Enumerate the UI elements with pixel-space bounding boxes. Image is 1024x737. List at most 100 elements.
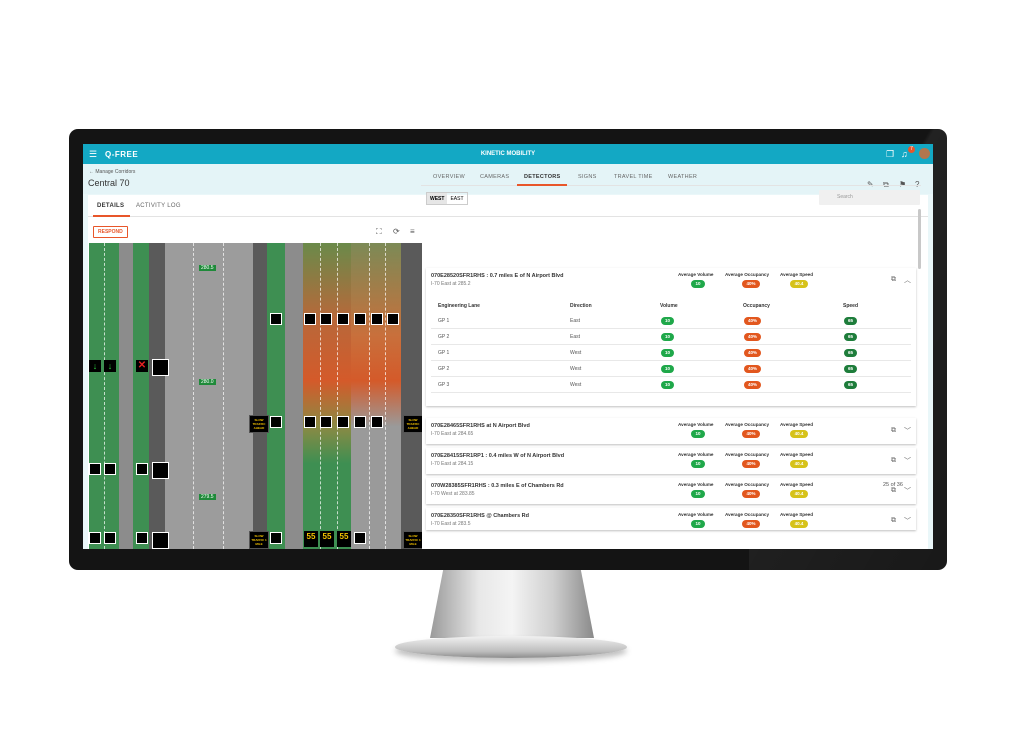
message-sign[interactable]: SLOW TRAFFIC AHEAD (249, 415, 269, 433)
open-external-icon[interactable]: ⧉ (891, 457, 896, 464)
message-sign[interactable]: SLOW TRAFFIC 1 MILE (249, 531, 269, 549)
tab-signs[interactable]: SIGNS (578, 174, 597, 180)
detector-marker[interactable] (320, 416, 332, 428)
detector-marker[interactable] (136, 532, 148, 544)
detector-location: I-70 East at 283.5 (431, 521, 471, 527)
table-row[interactable]: GP 1 West 10 40% 65 (431, 345, 911, 361)
copy-icon[interactable]: ⧉ (883, 180, 889, 189)
detector-marker[interactable] (320, 313, 332, 325)
avg-volume-pill: 10 (691, 430, 705, 438)
detector-marker[interactable] (89, 463, 101, 475)
toggle-east[interactable]: EAST (450, 196, 464, 202)
detector-card[interactable]: 070E28415SFR1RP1 : 0.4 miles W of N Airp… (426, 448, 916, 474)
volume-pill: 10 (661, 349, 674, 357)
lane-divider (104, 243, 105, 549)
detector-marker[interactable] (89, 532, 101, 544)
detector-card[interactable]: 070W28385SFR1RHS : 0.3 miles E of Chambe… (426, 478, 916, 504)
detector-marker[interactable] (270, 416, 282, 428)
hamburger-menu-icon[interactable]: ☰ (89, 149, 98, 159)
scrollbar[interactable] (918, 209, 921, 269)
detector-marker[interactable] (371, 416, 383, 428)
detail-tabs: OVERVIEW CAMERAS DETECTORS SIGNS TRAVEL … (421, 166, 921, 186)
cell-direction: East (570, 318, 581, 324)
brand-logo: Q-FREE (105, 150, 139, 159)
avatar[interactable] (919, 148, 930, 159)
avg-speed-pill: 40.4 (790, 520, 808, 528)
cell-direction: West (570, 366, 582, 372)
tab-weather[interactable]: WEATHER (668, 174, 698, 180)
table-row[interactable]: GP 1 East 10 40% 65 (431, 313, 911, 329)
respond-button[interactable]: RESPOND (93, 226, 128, 238)
detector-marker[interactable] (354, 313, 366, 325)
bookmark-icon[interactable]: ⚑ (899, 180, 907, 189)
help-icon[interactable]: ? (915, 180, 920, 189)
detector-marker[interactable] (104, 532, 116, 544)
detector-card[interactable]: 070E28465SFR1RHS at N Airport Blvd I-70 … (426, 418, 916, 444)
detector-marker[interactable] (304, 313, 316, 325)
tab-cameras[interactable]: CAMERAS (480, 174, 510, 180)
refresh-icon[interactable]: ⟳ (393, 227, 400, 236)
open-external-icon[interactable]: ⧉ (891, 517, 896, 524)
message-sign-text: SLOW TRAFFIC AHEAD (252, 418, 266, 430)
detector-marker[interactable] (354, 416, 366, 428)
search-input[interactable]: Search (819, 190, 920, 205)
speed-limit-sign[interactable]: 55 (304, 531, 318, 547)
chevron-down-icon[interactable]: ﹀ (904, 518, 911, 525)
open-external-icon[interactable]: ⧉ (891, 427, 896, 434)
detector-marker[interactable] (270, 313, 282, 325)
corridor-map[interactable]: 280.5 280.0 279.5 ↓ ↓ ✕ SLOW TRAFFIC AHE… (89, 243, 422, 549)
avg-volume-pill: 10 (691, 520, 705, 528)
message-sign[interactable]: SLOW TRAFFIC 1 MILE (403, 531, 422, 549)
chevron-down-icon[interactable]: ﹀ (904, 458, 911, 465)
avg-speed-label: Average Speed (780, 482, 814, 487)
table-row[interactable]: GP 2 West 10 40% 65 (431, 361, 911, 377)
tab-activity-log[interactable]: ACTIVITY LOG (136, 203, 181, 209)
detector-card[interactable]: 070E28350SFR1RHS @ Chambers Rd I-70 East… (426, 508, 916, 530)
detector-marker[interactable] (152, 532, 169, 549)
cell-lane: GP 3 (438, 382, 450, 388)
detector-name: 070E28415SFR1RP1 : 0.4 miles W of N Airp… (431, 453, 565, 459)
chevron-down-icon[interactable]: ﹀ (904, 428, 911, 435)
pencil-icon[interactable]: ✎ (867, 180, 874, 189)
detector-marker[interactable] (387, 313, 399, 325)
message-sign[interactable]: SLOW TRAFFIC AHEAD (403, 415, 422, 433)
chevron-up-icon[interactable]: ︿ (904, 277, 911, 284)
detector-marker[interactable] (270, 532, 282, 544)
filter-icon[interactable]: ≡ (410, 227, 415, 236)
tab-details[interactable]: DETAILS (97, 203, 125, 209)
detector-marker[interactable] (371, 313, 383, 325)
lane-divider (320, 243, 321, 549)
speed-limit-sign[interactable]: 55 (337, 531, 351, 547)
page-header: ← Manage Corridors Central 70 ✎ ⧉ ⚑ ? (83, 164, 933, 194)
message-sign-text: SLOW TRAFFIC 1 MILE (405, 534, 421, 546)
speed-limit-sign[interactable]: 55 (320, 531, 334, 547)
table-row[interactable]: GP 2 East 10 40% 65 (431, 329, 911, 345)
detector-marker[interactable] (354, 532, 366, 544)
table-row[interactable]: GP 3 West 10 40% 65 (431, 377, 911, 393)
open-external-icon[interactable]: ⧉ (891, 487, 896, 494)
detector-marker[interactable] (304, 416, 316, 428)
detector-marker[interactable] (152, 462, 169, 479)
back-link-label: Manage Corridors (95, 169, 136, 175)
detector-marker[interactable] (104, 463, 116, 475)
pagination-count: 25 of 36 (883, 482, 903, 488)
detector-marker[interactable] (136, 463, 148, 475)
documents-icon[interactable]: ❐ (886, 149, 895, 159)
bell-icon[interactable]: ♫ (901, 149, 908, 159)
toggle-west[interactable]: WEST (427, 193, 448, 204)
column-header: Occupancy (743, 303, 770, 309)
tab-overview[interactable]: OVERVIEW (433, 174, 465, 180)
detector-marker[interactable] (152, 359, 169, 376)
chevron-down-icon[interactable]: ﹀ (904, 488, 911, 495)
back-link[interactable]: ← Manage Corridors (89, 169, 135, 175)
detector-marker[interactable] (337, 416, 349, 428)
cell-lane: GP 1 (438, 350, 450, 356)
fullscreen-icon[interactable]: ⛶ (376, 227, 382, 236)
lane (285, 243, 303, 549)
message-sign-text: SLOW TRAFFIC AHEAD (406, 418, 420, 430)
arrow-left-icon: ← (89, 169, 96, 175)
detector-marker[interactable] (337, 313, 349, 325)
tab-detectors[interactable]: DETECTORS (524, 174, 561, 180)
tab-travel-time[interactable]: TRAVEL TIME (614, 174, 653, 180)
open-external-icon[interactable]: ⧉ (891, 276, 896, 283)
